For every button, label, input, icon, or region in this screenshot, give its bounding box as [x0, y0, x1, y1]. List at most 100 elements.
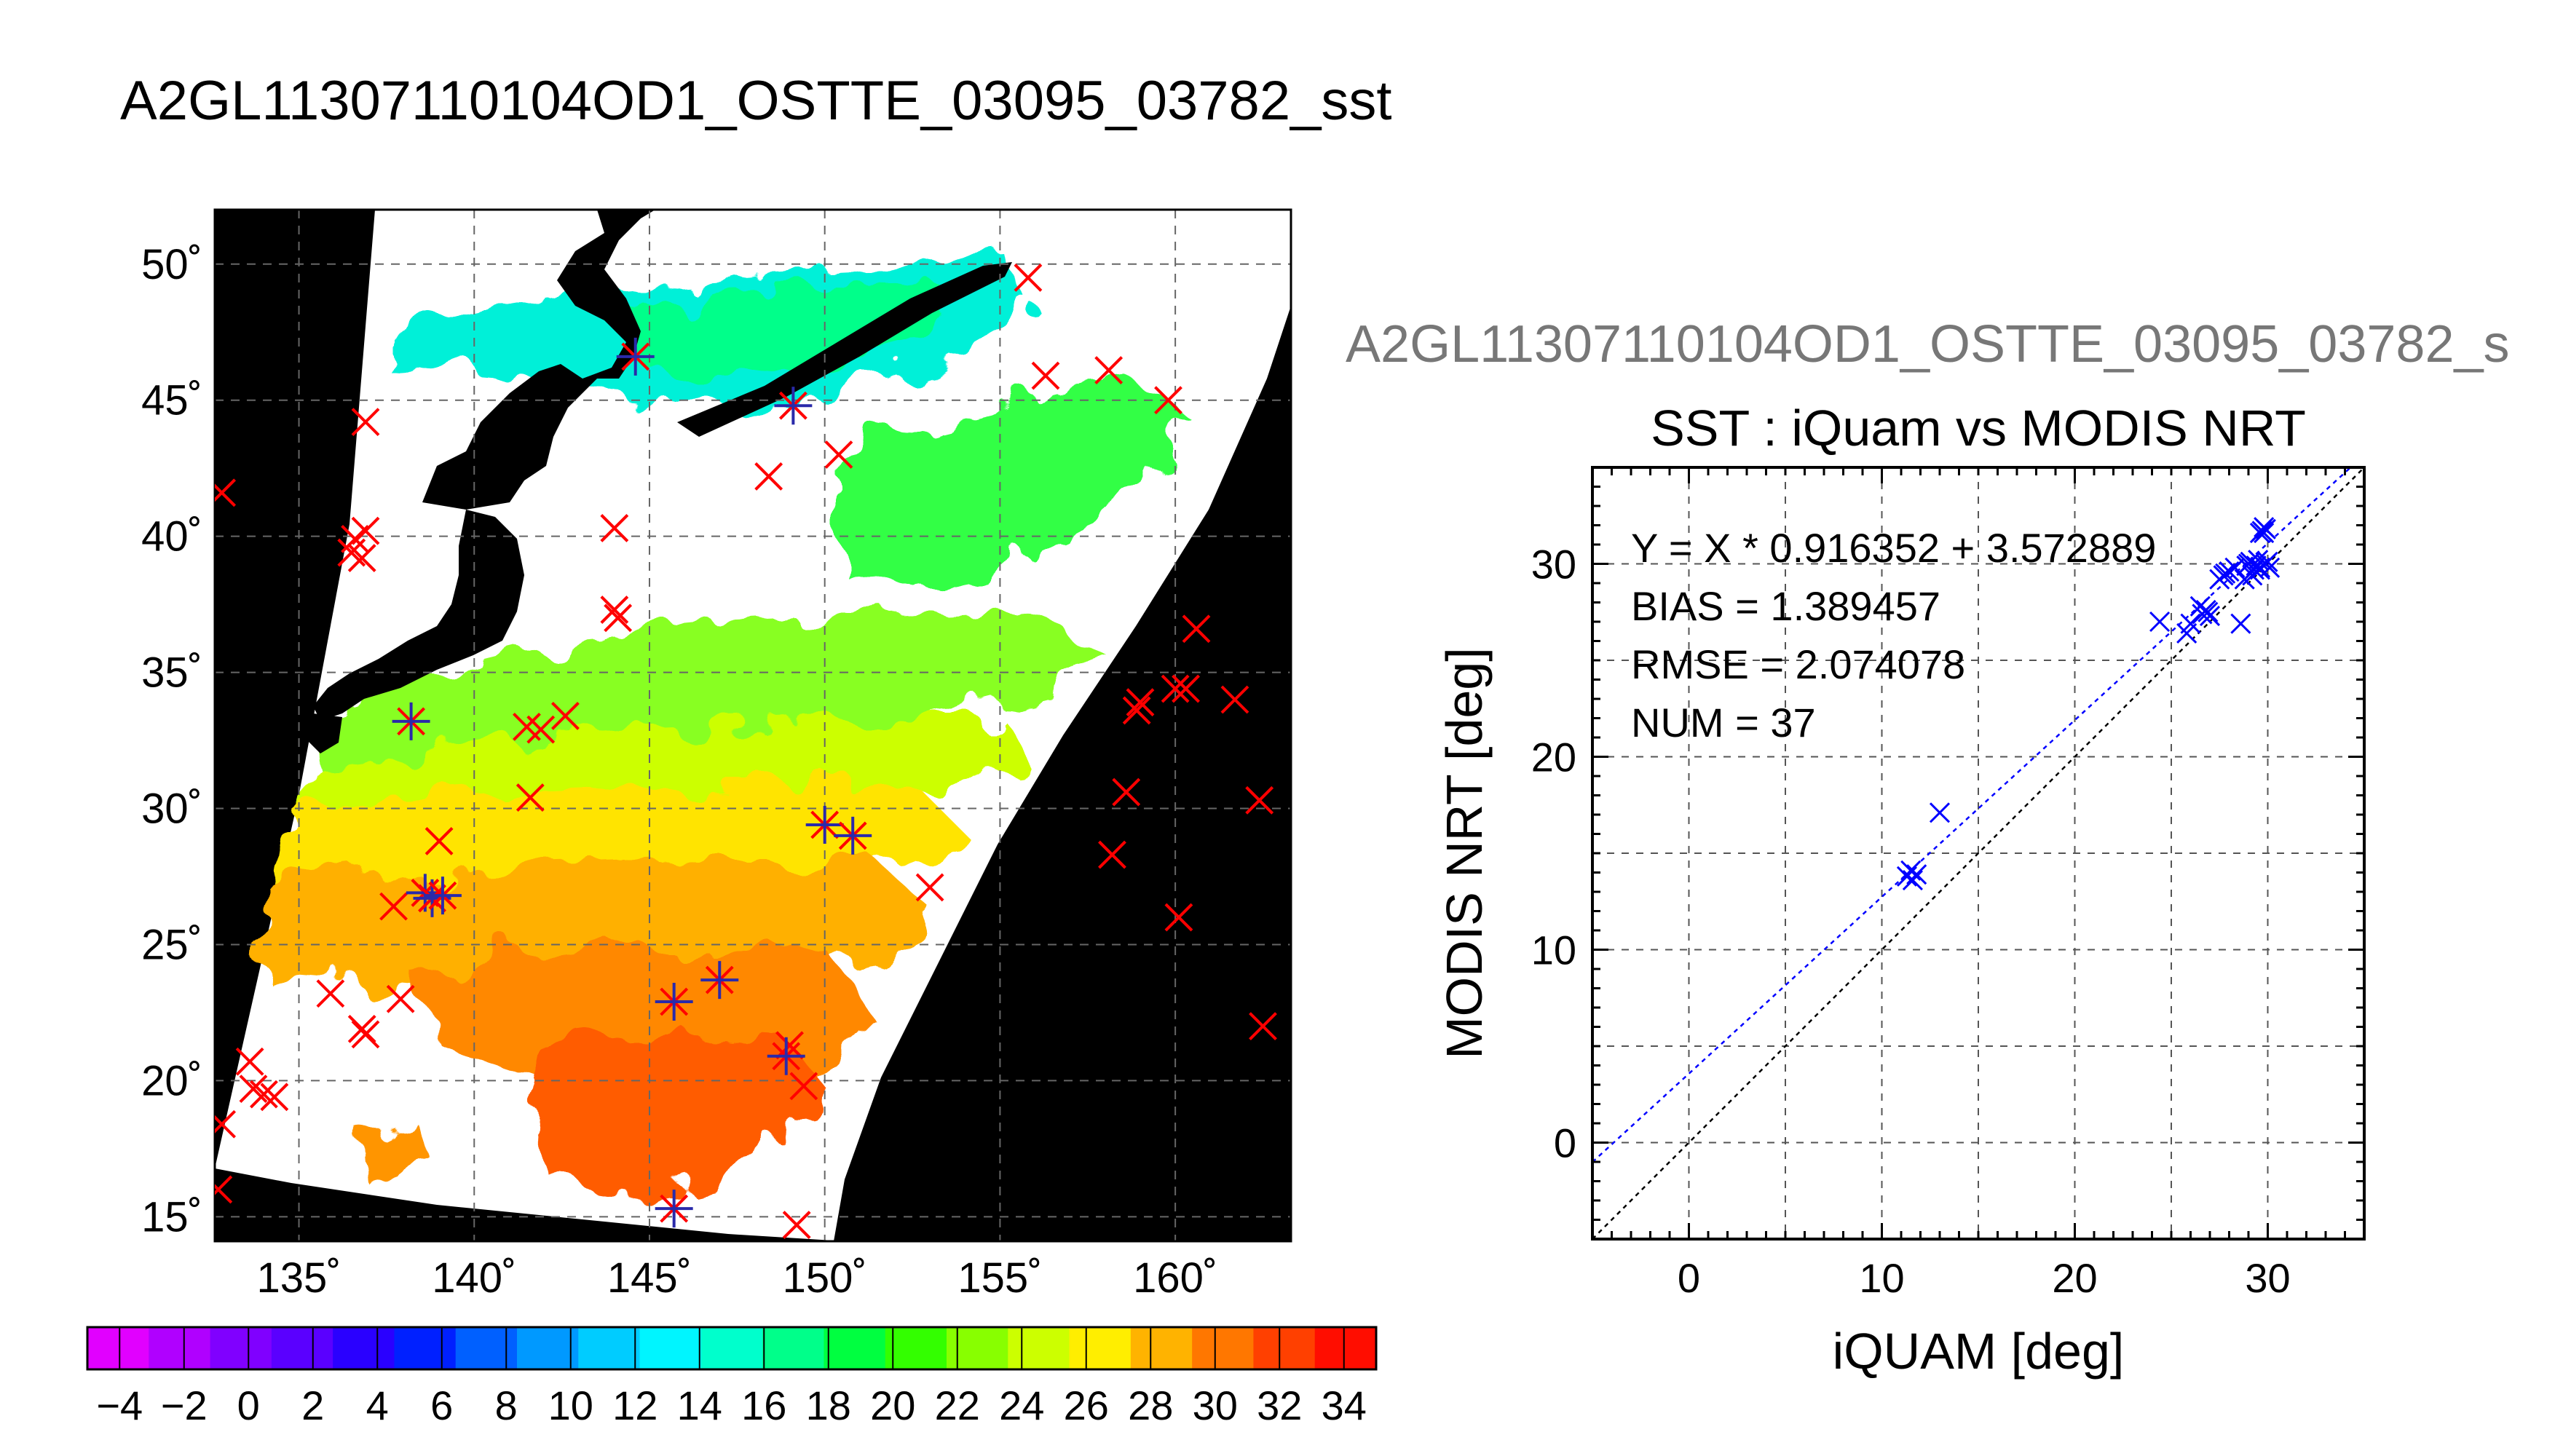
scatter-point [1902, 870, 1923, 891]
sst-field-green-north [619, 288, 947, 379]
scatter-plot: 0 10 20 30 0 10 20 30 Y = X * 0.916352 + 3.572… [1436, 466, 2366, 1380]
colorbar-cell [149, 1327, 211, 1369]
map-longitude-ticks: 135˚ 140˚ 145˚ 150˚ 155˚ 160˚ [256, 1254, 1217, 1302]
observation-cross-mark [1161, 674, 1190, 703]
matchup-star-mark [774, 387, 813, 425]
map-lon-tick-label: 150˚ [783, 1254, 867, 1302]
observation-cross-mark [600, 514, 629, 542]
off-swath-left [215, 210, 375, 1168]
matchup-star-mark [834, 816, 872, 855]
observation-cross-mark [551, 702, 580, 730]
scatter-stat-line: BIAS = 1.389457 [1631, 583, 1940, 629]
observation-cross-mark [1098, 840, 1126, 869]
map-lat-tick-label: 40˚ [141, 513, 202, 561]
scatter-y-tick-label: 10 [1531, 927, 1576, 973]
colorbar-tick-label: 2 [301, 1382, 324, 1428]
observation-cross-mark [915, 873, 944, 902]
scatter-y-ticks: 0 10 20 30 [1531, 542, 1576, 1166]
map-lat-tick-label: 30˚ [141, 786, 202, 833]
scatter-point [2199, 605, 2221, 627]
colorbar-cell [87, 1327, 149, 1369]
observation-cross-mark [1220, 685, 1249, 714]
colorbar-tick-label: 26 [1064, 1382, 1109, 1428]
map-frame [213, 208, 1292, 1243]
scatter-point [2254, 517, 2275, 538]
colorbar-cell [394, 1327, 457, 1369]
scatter-point [2230, 613, 2251, 634]
observation-cross-mark [316, 979, 345, 1008]
scatter-x-tick-label: 0 [1678, 1255, 1700, 1301]
scatter-x-ticks: 0 10 20 30 [1678, 1255, 2291, 1301]
colorbar-tick-label: −2 [161, 1382, 208, 1428]
map-lat-tick-label: 35˚ [141, 649, 202, 697]
scatter-y-tick-label: 30 [1531, 542, 1576, 587]
scatter-y-tick-label: 20 [1531, 735, 1576, 780]
one-to-one-line [1592, 467, 2364, 1239]
sst-field [262, 262, 1180, 1194]
colorbar-tick-label: 28 [1128, 1382, 1173, 1428]
map-observation-marks [215, 264, 1277, 1239]
observation-cross-mark [1245, 786, 1274, 815]
matchup-star-mark [655, 1190, 693, 1228]
colorbar-cell [210, 1327, 272, 1369]
map-lat-tick-label: 50˚ [141, 241, 202, 288]
sst-field-green-mid [837, 379, 1180, 582]
page-title: A2GL11307110104OD1_OSTTE_03095_03782_sst [120, 70, 1392, 132]
observation-cross-mark [1126, 688, 1155, 717]
map-lon-tick-label: 160˚ [1133, 1254, 1217, 1302]
matchup-star-mark [616, 337, 655, 376]
colorbar-cell [1253, 1327, 1316, 1369]
matchup-star-mark [423, 877, 462, 915]
map-lon-tick-label: 155˚ [957, 1254, 1042, 1302]
colorbar-cell [578, 1327, 641, 1369]
observation-cross-mark [347, 544, 376, 572]
off-swath-bottom [215, 1168, 845, 1241]
map-lat-tick-label: 15˚ [141, 1193, 202, 1241]
observation-cross-mark [775, 1031, 804, 1060]
scatter-point [2219, 561, 2240, 582]
observation-cross-mark [386, 984, 415, 1013]
sst-colorbar: −4 −2 0 2 4 6 8 10 12 14 16 18 20 22 24 26 28 30 32 34 [86, 1326, 1378, 1428]
scatter-x-tick-label: 10 [1859, 1255, 1904, 1301]
colorbar-cell [762, 1327, 825, 1369]
observation-cross-mark [1172, 674, 1200, 703]
scatter-x-axis-label: iQUAM [deg] [1833, 1323, 2125, 1380]
observation-cross-mark [1031, 361, 1060, 390]
colorbar-tick-label: 12 [612, 1382, 657, 1428]
colorbar-tick-label: 16 [741, 1382, 786, 1428]
eastward-dark-streak [677, 262, 1012, 437]
colorbar-cell [333, 1327, 395, 1369]
sst-map: 135˚ 140˚ 145˚ 150˚ 155˚ 160˚ 50˚ 45˚ 40˚ 35˚ 30˚… [141, 208, 1292, 1302]
scatter-x-tick-label: 30 [2245, 1255, 2290, 1301]
sst-field-orange-patch-sw [364, 1114, 430, 1187]
scatter-point [2149, 611, 2171, 633]
colorbar-cell [517, 1327, 579, 1369]
observation-cross-mark [1249, 1012, 1277, 1041]
off-swath-right [834, 210, 1291, 1241]
honshu-land [313, 510, 524, 721]
observation-cross-mark [260, 1083, 289, 1112]
map-lat-tick-label: 25˚ [141, 921, 202, 968]
scatter-stat-line: RMSE = 2.074078 [1631, 641, 1965, 687]
colorbar-tick-label: 10 [548, 1382, 593, 1428]
observation-cross-mark [424, 826, 454, 855]
colorbar-cell [1314, 1327, 1377, 1369]
colorbar-tick-label: 20 [870, 1382, 915, 1428]
map-grid [215, 210, 1291, 1241]
colorbar-cell [1008, 1327, 1070, 1369]
colorbar-cell [1130, 1327, 1193, 1369]
observation-cross-mark [754, 462, 783, 491]
matchup-star-mark [767, 1037, 805, 1075]
observation-cross-mark [351, 516, 380, 545]
observation-cross-mark [1154, 386, 1182, 415]
sst-field-deep-orange [524, 1034, 830, 1194]
scatter-point [2215, 563, 2236, 584]
observation-cross-mark [526, 715, 556, 744]
map-lon-tick-label: 140˚ [432, 1254, 516, 1302]
colorbar-cell [947, 1327, 1008, 1369]
scatter-title: SST : iQuam vs MODIS NRT [1651, 400, 2306, 456]
colorbar-tick-label: 30 [1193, 1382, 1238, 1428]
colorbar-frame [86, 1326, 1378, 1371]
colorbar-tick-label: 4 [366, 1382, 389, 1428]
